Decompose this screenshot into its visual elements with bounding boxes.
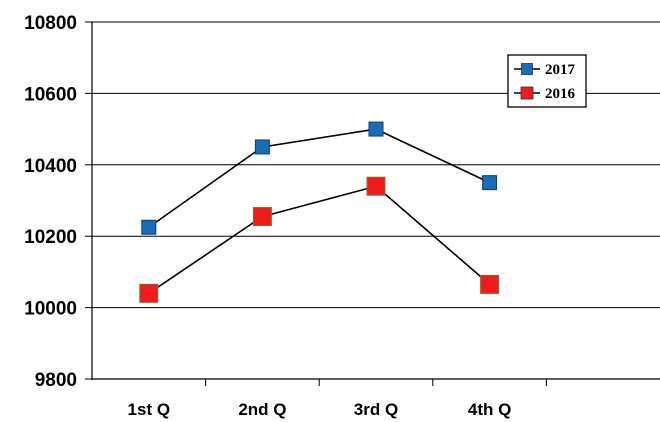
y-tick-label: 10200 (24, 227, 77, 248)
y-axis-tick-labels: 9800 10000 10200 10400 10600 10800 (24, 13, 77, 391)
data-point-2017 (482, 175, 498, 191)
x-tick-label: 3rd Q (354, 400, 398, 419)
data-point-2017 (141, 219, 157, 235)
legend-marker-2016 (520, 86, 534, 100)
data-point-2017 (254, 139, 270, 155)
data-point-2016 (139, 283, 159, 303)
y-tick-label: 10800 (24, 13, 77, 34)
legend-label-2016: 2016 (545, 86, 576, 102)
legend-label-2017: 2017 (545, 62, 576, 78)
legend-marker-2017 (521, 63, 533, 75)
series-line-2017 (148, 128, 490, 228)
y-tick-label: 10000 (24, 299, 77, 320)
x-tick-label: 2nd Q (238, 400, 286, 419)
data-point-2017 (368, 121, 384, 137)
series-layer (139, 121, 500, 303)
x-axis-tick-labels: 1st Q 2nd Q 3rd Q 4th Q (128, 400, 512, 419)
axes (85, 21, 660, 386)
x-tick-label: 4th Q (468, 400, 511, 419)
y-tick-label: 10400 (24, 156, 77, 177)
data-point-2016 (480, 274, 500, 294)
y-tick-label: 10600 (24, 84, 77, 105)
data-point-2016 (366, 176, 386, 196)
data-point-2016 (252, 207, 272, 227)
x-tick-label: 1st Q (128, 400, 171, 419)
legend: 2017 2016 (507, 54, 587, 108)
y-tick-label: 9800 (35, 370, 77, 391)
series-line-2016 (148, 185, 491, 294)
